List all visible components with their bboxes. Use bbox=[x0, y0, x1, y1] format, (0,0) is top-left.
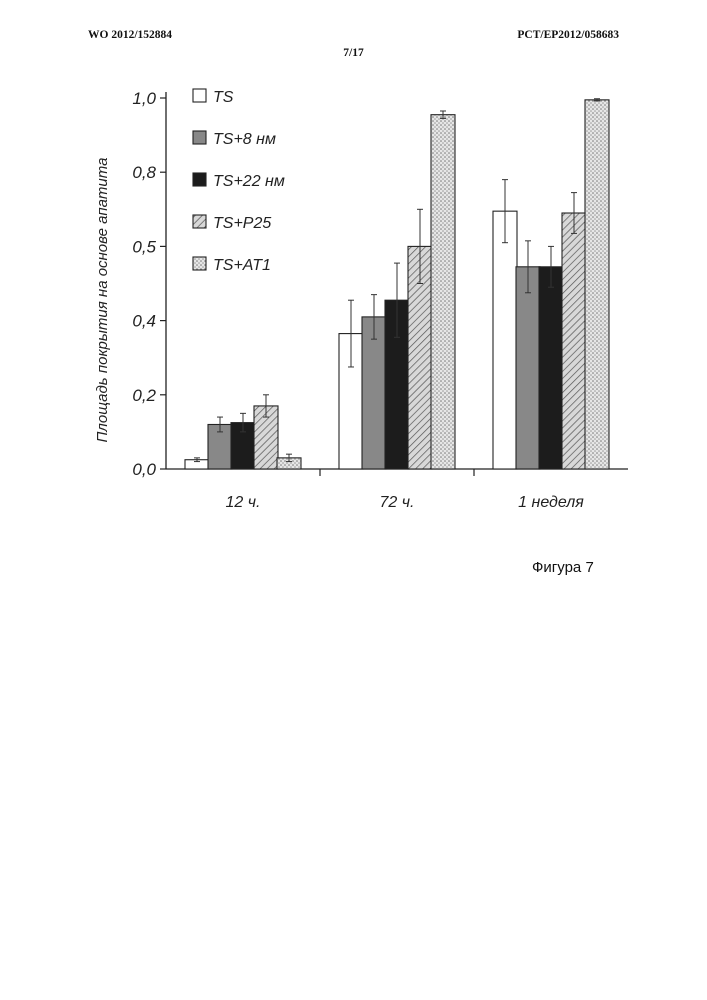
x-tick-label: 1 неделя bbox=[518, 494, 584, 511]
x-tick-label: 12 ч. bbox=[226, 494, 261, 511]
y-tick-label: 0,5 bbox=[132, 237, 156, 256]
legend-swatch bbox=[193, 89, 206, 102]
y-tick-label: 0,4 bbox=[132, 312, 156, 331]
legend-swatch bbox=[193, 131, 206, 144]
bar-chart: 0,0 0,2 0,4 0,5 0,8 1,0 12 ч. 72 ч. 1 неделя TS T… bbox=[0, 0, 707, 540]
legend-label: TS+22 нм bbox=[213, 173, 285, 190]
legend-entry: TS+22 нм bbox=[193, 173, 285, 190]
legend-entry: TS bbox=[193, 89, 234, 106]
legend-swatch bbox=[193, 215, 206, 228]
bar bbox=[431, 115, 455, 469]
bar bbox=[516, 267, 540, 469]
bar bbox=[493, 211, 517, 469]
legend-label: TS+P25 bbox=[213, 215, 271, 232]
y-tick-label: 0,0 bbox=[132, 460, 156, 479]
y-axis-label: Площадь покрытия на основе апатита bbox=[94, 158, 111, 443]
legend-entry: TS+P25 bbox=[193, 215, 271, 232]
legend-swatch bbox=[193, 257, 206, 270]
legend-label: TS bbox=[213, 89, 234, 106]
x-tick-label: 72 ч. bbox=[380, 494, 415, 511]
legend-label: TS+8 нм bbox=[213, 131, 276, 148]
legend-swatch bbox=[193, 173, 206, 186]
bar bbox=[585, 100, 609, 469]
legend-entry: TS+AT1 bbox=[193, 257, 271, 274]
bar bbox=[562, 213, 586, 469]
figure-caption: Фигура 7 bbox=[532, 559, 594, 576]
y-tick-label: 0,2 bbox=[132, 386, 156, 405]
y-tick-label: 0,8 bbox=[132, 163, 156, 182]
legend-label: TS+AT1 bbox=[213, 257, 271, 274]
bar bbox=[362, 317, 386, 469]
y-tick-label: 1,0 bbox=[132, 89, 156, 108]
bar bbox=[539, 267, 563, 469]
legend-entry: TS+8 нм bbox=[193, 131, 276, 148]
